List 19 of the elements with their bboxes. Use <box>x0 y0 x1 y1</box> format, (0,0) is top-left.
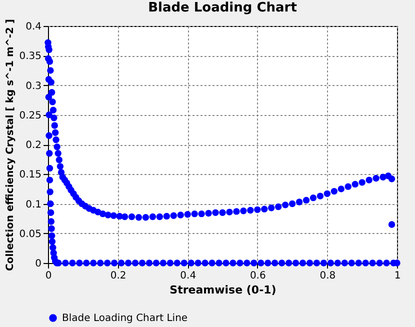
x-tick-label: 1 <box>394 270 401 282</box>
x-tick-label: 0 <box>45 270 52 282</box>
x-tick-label: 0.6 <box>250 270 266 282</box>
y-tick-label: 0.05 <box>19 228 42 240</box>
y-tick-label: 0.35 <box>19 51 42 62</box>
chart-title: Blade Loading Chart <box>148 0 297 16</box>
y-tick-label: 0.3 <box>26 80 42 92</box>
x-axis-title: Streamwise (0-1) <box>170 284 276 296</box>
y-tick-label: 0.4 <box>26 22 42 32</box>
y-axis-title: Collection efficiency Crystal [ kg s^-1 m^-2 ] <box>5 19 16 271</box>
legend-label: Blade Loading Chart Line <box>62 313 188 324</box>
y-tick-label: 0.15 <box>19 170 42 181</box>
x-tick-label: 0.2 <box>110 270 126 282</box>
y-tick-label: 0.1 <box>26 199 42 210</box>
y-tick-label: 0.2 <box>26 140 42 151</box>
y-tick-label: 0 <box>35 258 42 270</box>
y-tick-label: 0.25 <box>19 110 42 122</box>
x-tick-label: 0.4 <box>180 270 196 282</box>
x-tick-label: 0.8 <box>320 270 336 282</box>
